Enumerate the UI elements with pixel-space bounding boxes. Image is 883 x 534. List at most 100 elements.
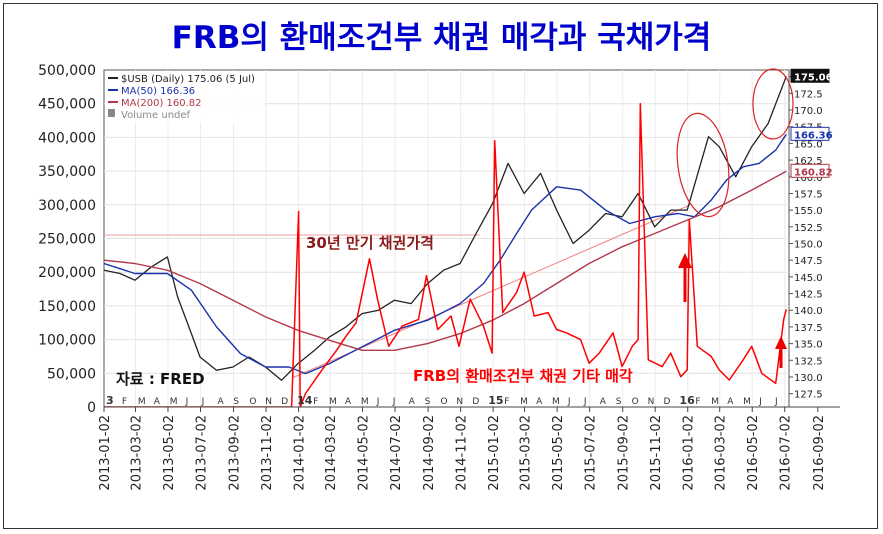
month-label: N [456,397,463,407]
x-tick-label: 2015-11-02 [649,415,664,491]
x-tick-label: 2015-09-02 [617,415,632,491]
month-label: S [616,397,622,407]
legend-entry: Volume undef [121,110,191,121]
month-label: O [249,397,256,407]
x-tick-label: 2016-05-02 [746,415,761,491]
source-label: 자료 : FRED [116,370,205,388]
left-tick-label: 300,000 [38,198,96,214]
series-layer [104,76,788,407]
highlight-ellipse-2 [752,68,794,140]
annotation-frb: FRB의 환매조건부 채권 기타 매각 [413,367,633,385]
right-tick-label: 130.0 [794,373,823,384]
x-tick-label: 2014-03-02 [324,415,339,491]
month-label: F [313,397,318,407]
legend-entry: MA(50) 166.36 [121,86,195,97]
month-label: M [552,397,560,407]
highlight-ellipses [676,68,794,218]
x-axis: 2013-01-02 2013-03-02 2013-05-02 2013-07-02… [98,406,840,491]
month-label: J [185,397,189,407]
month-label: M [361,397,369,407]
month-label: J [758,397,762,407]
month-label: 3 [106,394,114,407]
x-tick-label: 2014-11-02 [455,415,470,491]
ma200-line [104,170,787,351]
month-label: S [425,397,431,407]
month-label: 16 [679,394,695,407]
right-tick-label: 135.0 [794,340,823,351]
month-label: D [472,397,479,407]
month-label: J [583,397,587,407]
x-tick-label: 2014-01-02 [293,415,308,491]
ma200-value-label: 160.82 [794,167,833,178]
right-tick-label: 150.0 [794,240,823,251]
arrows [678,253,787,368]
x-tick-label: 2013-11-02 [260,415,275,491]
highlight-ellipse-1 [676,112,730,218]
annotation-price: 30년 만기 채권가격 [306,234,434,252]
price-value-label: 175.06 [794,72,833,83]
left-tick-label: 200,000 [38,265,96,281]
price-line [104,76,787,381]
right-tick-label: 137.5 [794,323,823,334]
right-tick-label: 170.0 [794,106,823,117]
x-tick-label: 2015-07-02 [584,415,599,491]
month-label: D [281,397,288,407]
frb-line [104,102,788,407]
x-tick-label: 2015-03-02 [519,415,534,491]
month-label: M [711,397,719,407]
month-strip: 3 F M A M J J A S O N D 14 F M A M J J A S O N D 15 F M A M J J A S O N D 16… [106,394,778,407]
month-label: F [695,397,700,407]
right-tick-label: 142.5 [794,290,823,301]
month-label: A [600,397,607,407]
month-label: M [743,397,751,407]
left-tick-label: 150,000 [38,299,96,315]
arrowhead-up-2 [775,336,787,349]
month-label: A [345,397,352,407]
month-label: F [122,397,127,407]
left-tick-label: 250,000 [38,232,96,248]
x-tick-label: 2016-09-02 [812,415,827,491]
ma200-value-label-box [790,163,830,178]
right-tick-label: 157.5 [794,189,823,200]
month-label: J [567,397,571,407]
month-label: J [376,397,380,407]
month-label: O [441,397,448,407]
left-tick-label: 50,000 [47,366,96,382]
x-tick-label: 2014-05-02 [357,415,372,491]
x-tick-label: 2016-01-02 [682,415,697,491]
right-tick-label: 145.0 [794,273,823,284]
right-tick-label: 147.5 [794,256,823,267]
right-value-labels: 175.06 166.36 160.82 [790,68,833,178]
right-tick-label: 155.0 [794,206,823,217]
x-tick-label: 2015-01-02 [487,415,502,491]
right-tick-label: 127.5 [794,390,823,401]
month-label: M [170,397,178,407]
grid [104,70,789,407]
month-label: D [664,397,671,407]
legend-entry: MA(200) 160.82 [121,98,202,109]
month-label: O [632,397,639,407]
x-tick-label: 2014-07-02 [389,415,404,491]
x-tick-label: 2013-03-02 [129,415,144,491]
left-tick-label: 100,000 [38,333,96,349]
right-tick-label: 172.5 [794,89,823,100]
ma50-value-label-box [790,126,830,141]
x-tick-label: 2015-05-02 [551,415,566,491]
month-label: A [218,397,225,407]
chart-title: FRB의 환매조건부 채권 매각과 국채가격 [171,20,712,56]
right-tick-label: 162.5 [794,156,823,167]
month-label: A [409,397,416,407]
left-tick-label: 400,000 [38,130,96,146]
month-label: J [201,397,205,407]
x-tick-label: 2013-09-02 [228,415,243,491]
x-tick-label: 2013-05-02 [162,415,177,491]
legend-box [105,71,265,123]
month-label: J [774,397,778,407]
right-tick-label: 165.0 [794,139,823,150]
month-label: A [727,397,734,407]
month-label: M [138,397,146,407]
x-tick-label: 2013-07-02 [194,415,209,491]
month-label: 15 [488,394,503,407]
right-tick-label: 132.5 [794,356,823,367]
